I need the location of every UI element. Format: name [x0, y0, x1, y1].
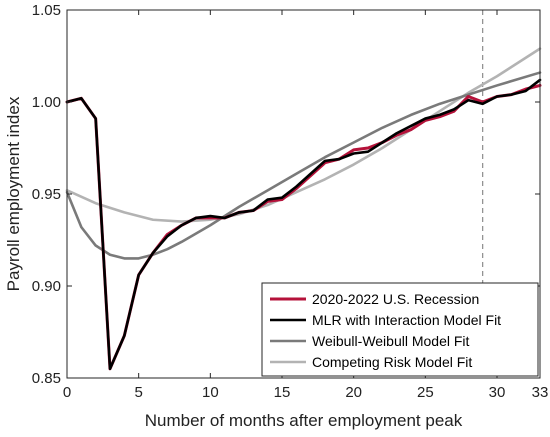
x-axis-title: Number of months after employment peak: [145, 411, 463, 430]
x-tick-label: 25: [417, 384, 434, 401]
legend-label: Competing Risk Model Fit: [312, 354, 472, 370]
series-line-3: [65, 71, 542, 260]
x-tick-label: 30: [489, 384, 506, 401]
y-tick-label: 0.85: [32, 370, 61, 387]
x-tick-label: 5: [134, 384, 142, 401]
y-tick-label: 1.05: [32, 2, 61, 19]
x-tick-label: 20: [345, 384, 362, 401]
x-tick-label: 0: [63, 384, 71, 401]
axes: 0 5 10 15 20 25 30 33 0.85 0.90 0.95 1.00 1.05: [32, 2, 549, 401]
series-lines: [65, 47, 542, 371]
y-tick-label: 1.00: [32, 94, 61, 111]
y-tick-label: 0.90: [32, 278, 61, 295]
x-tick-label: 15: [274, 384, 291, 401]
legend-label: 2020-2022 U.S. Recession: [312, 291, 479, 307]
x-tick-label: 10: [202, 384, 219, 401]
y-tick-label: 0.95: [32, 186, 61, 203]
legend: 2020-2022 U.S. Recession MLR with Interac…: [261, 282, 539, 377]
legend-label: MLR with Interaction Model Fit: [312, 312, 501, 328]
legend-box: [261, 282, 539, 377]
legend-label: Weibull-Weibull Model Fit: [312, 333, 470, 349]
series-line-2: [65, 78, 542, 371]
y-axis-title: Payroll employment index: [4, 96, 23, 291]
x-tick-label: 33: [532, 384, 549, 401]
series-line-4: [65, 47, 542, 223]
